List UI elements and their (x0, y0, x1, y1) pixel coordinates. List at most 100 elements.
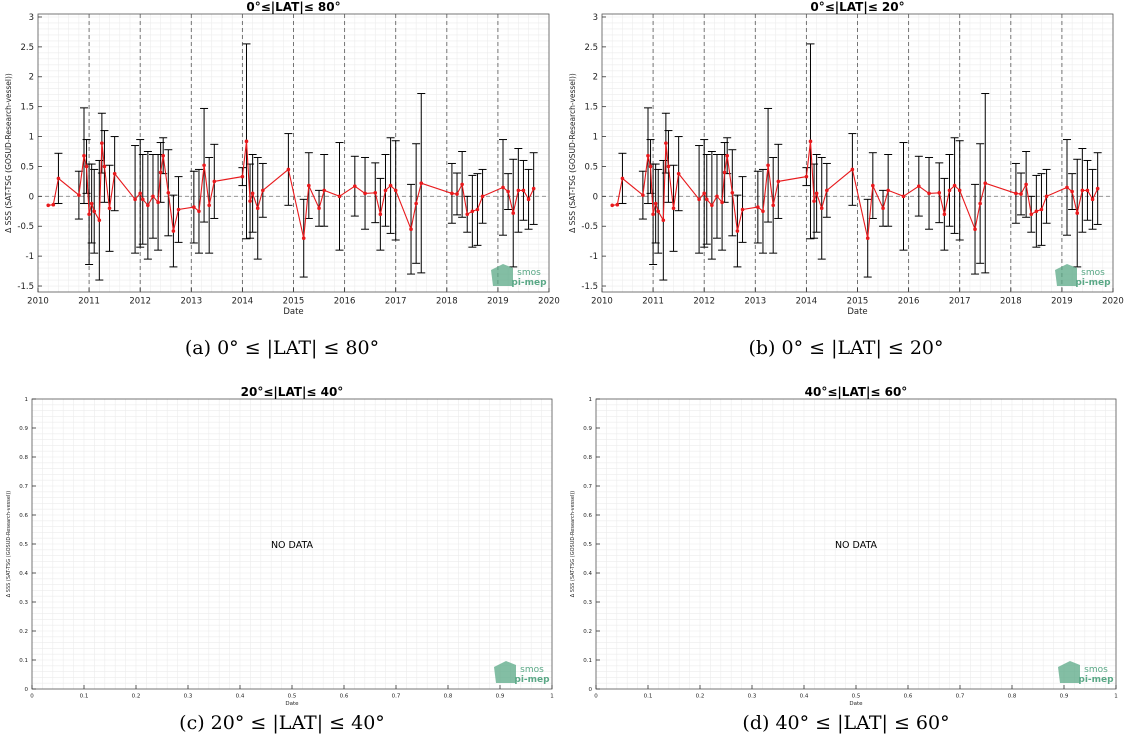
chart-b-error-bars (618, 43, 1102, 281)
data-point (322, 188, 326, 193)
y-tick-label: 0.1 (19, 658, 28, 664)
y-tick-label: 0.9 (19, 426, 28, 432)
data-point (722, 170, 727, 175)
x-tick-label: 0.8 (1008, 694, 1017, 700)
data-point (776, 179, 781, 184)
data-point (720, 200, 724, 205)
x-tick-label: 0.5 (288, 694, 297, 700)
data-point (704, 197, 709, 202)
data-point (192, 205, 196, 209)
y-tick-label: 0.3 (583, 600, 592, 606)
data-point (1024, 182, 1028, 187)
data-point (881, 206, 885, 211)
y-tick-label: 0.6 (19, 513, 28, 519)
data-point (917, 184, 921, 188)
data-point (82, 153, 86, 158)
data-point (460, 182, 464, 187)
data-point (740, 207, 745, 212)
data-point (419, 181, 424, 185)
data-point (250, 191, 255, 196)
x-tick-label: 0.3 (184, 694, 193, 700)
y-tick-label: 0.5 (584, 162, 598, 172)
chart-b-series-line (612, 141, 1099, 239)
y-tick-label: 1 (25, 397, 29, 403)
data-point (138, 191, 142, 196)
data-point (337, 194, 342, 199)
data-point (197, 209, 201, 214)
data-point (506, 189, 510, 194)
y-tick-label: 3 (593, 13, 598, 23)
x-tick-label: 0.7 (956, 694, 965, 700)
data-point (771, 203, 775, 208)
data-point (46, 203, 51, 208)
data-point (1095, 186, 1100, 191)
y-tick-label: 0.1 (583, 658, 592, 664)
data-point (255, 206, 260, 211)
data-point (1075, 211, 1080, 215)
x-tick-label: 2014 (796, 297, 818, 307)
data-point (112, 171, 117, 176)
data-point (317, 206, 321, 211)
logo-text-smos: smos (517, 268, 541, 278)
x-tick-label: 2011 (78, 297, 100, 307)
data-point (207, 203, 211, 208)
data-point (409, 227, 413, 232)
data-point (730, 190, 735, 195)
y-tick-label: 2 (29, 73, 34, 83)
x-tick-label: 0.5 (852, 694, 861, 700)
x-tick-label: 0.9 (496, 694, 505, 700)
y-tick-label: 1 (589, 397, 593, 403)
data-point (819, 206, 824, 211)
chart-b-ylabel: Δ SSS (SAT-TSG (GOSUD-Research-vessel)) (568, 73, 577, 233)
data-point (1090, 197, 1095, 202)
x-tick-label: 2015 (847, 297, 869, 307)
data-point (814, 191, 819, 196)
x-tick-label: 2016 (334, 297, 356, 307)
chart-c-xlabel: Date (285, 701, 299, 707)
x-tick-label: 2010 (27, 297, 49, 307)
data-point (450, 191, 454, 196)
no-data-label: NO DATA (835, 540, 878, 551)
data-point (51, 202, 56, 207)
data-point (648, 164, 653, 169)
data-point (212, 179, 217, 184)
x-tick-label: 2011 (642, 297, 664, 307)
data-point (651, 212, 655, 217)
data-point (171, 229, 176, 233)
y-tick-label: -0.5 (581, 222, 598, 232)
caption-d: (d) 40° ≤ |LAT| ≤ 60° (742, 712, 950, 734)
data-point (1019, 192, 1023, 196)
x-tick-label: 0 (594, 694, 598, 700)
data-point (158, 170, 163, 175)
data-point (761, 209, 765, 214)
y-tick-label: 0.5 (19, 542, 28, 548)
data-point (511, 211, 516, 215)
x-tick-label: 2012 (693, 297, 715, 307)
data-point (286, 167, 291, 172)
data-point (516, 188, 521, 193)
chart-d-xlabel: Date (849, 701, 863, 707)
logo-text-smos: smos (1084, 665, 1108, 675)
logo-text-smos: smos (1081, 268, 1105, 278)
y-tick-label: 0.7 (583, 484, 592, 490)
data-point (465, 212, 470, 217)
chart-d-svg: 0 0.1 0.2 0.3 0.4 0.5 0.6 0.7 0.8 0.9 1 0 0.1 0.2 0.3 0… (570, 385, 1118, 707)
x-tick-label: 2018 (1000, 297, 1022, 307)
data-point (610, 203, 615, 208)
data-point (697, 197, 701, 202)
x-tick-label: 0.2 (696, 694, 705, 700)
caption-c: (c) 20° ≤ |LAT| ≤ 40° (179, 712, 385, 734)
data-point (176, 207, 181, 212)
data-point (475, 207, 480, 212)
data-point (77, 193, 81, 197)
logo-text-pimep: pi-mep (1078, 675, 1114, 685)
chart-b-xlabel: Date (847, 307, 867, 317)
data-point (373, 190, 378, 195)
y-tick-label: 0 (25, 687, 29, 693)
x-tick-label: 2017 (385, 297, 407, 307)
y-tick-label: -1.5 (17, 282, 34, 292)
caption-b: (b) 0° ≤ |LAT| ≤ 20° (748, 337, 944, 359)
y-tick-label: 0.6 (583, 513, 592, 519)
data-point (702, 191, 706, 196)
